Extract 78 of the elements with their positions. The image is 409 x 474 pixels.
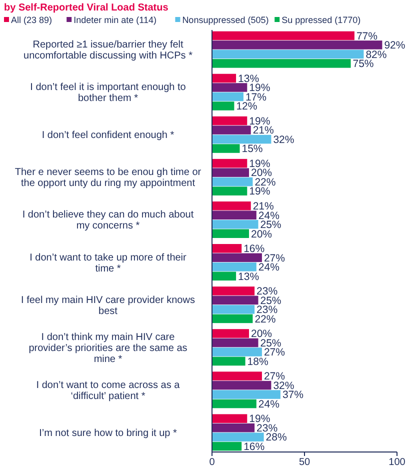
data-label: 16% xyxy=(244,440,265,453)
bar xyxy=(212,168,249,177)
data-label: 16% xyxy=(244,243,265,256)
bar xyxy=(212,220,258,229)
y-tick-label: I don’t want to take up more of their time * xyxy=(30,252,188,274)
y-tick-label: I don’t think my main HIV care provider’s priorities are the same as mine * xyxy=(28,332,188,365)
y-tick-label: I don’t believe they can do much about my concerns * xyxy=(22,210,194,232)
data-label: 32% xyxy=(273,134,294,146)
legend-label: Su ppressed (1770) xyxy=(282,15,361,26)
legend-label: All (23 89) xyxy=(11,15,52,26)
bar xyxy=(212,314,253,324)
bar xyxy=(212,253,262,262)
bar xyxy=(212,380,272,390)
bar xyxy=(212,372,262,380)
data-label: 27% xyxy=(264,252,285,264)
bar xyxy=(212,102,234,110)
bar xyxy=(212,262,256,272)
data-label: 13% xyxy=(238,72,260,85)
data-label: 13% xyxy=(238,270,260,283)
bar xyxy=(212,414,248,423)
bar xyxy=(212,31,354,40)
bar xyxy=(212,134,272,144)
bar xyxy=(212,338,258,348)
bar xyxy=(212,423,255,432)
bar xyxy=(212,210,256,220)
bar xyxy=(212,305,255,314)
text: by Self-Reported Viral Load Status xyxy=(4,2,169,14)
bar xyxy=(212,144,240,153)
x-tick-label: 100 xyxy=(388,457,406,468)
bar xyxy=(212,116,248,126)
bar xyxy=(212,390,280,399)
data-label: 75% xyxy=(352,58,374,70)
bar xyxy=(212,399,256,408)
bar xyxy=(212,92,244,102)
bar xyxy=(212,244,242,253)
bar xyxy=(212,442,242,451)
data-label: 77% xyxy=(356,30,378,42)
data-label: 19% xyxy=(249,186,270,198)
data-label: 28% xyxy=(266,432,287,444)
y-tick-label: I don’t feel confident enough * xyxy=(42,130,174,142)
y-tick-label: I don’t want to come across as a ‘difficult’ patient * xyxy=(36,380,180,402)
x-tick-label: 50 xyxy=(298,457,310,468)
data-label: 19% xyxy=(249,158,270,170)
data-label: 92% xyxy=(384,40,406,52)
bar xyxy=(212,229,249,238)
y-tick-label: I feel my main HIV care provider knows best xyxy=(21,294,195,317)
bar xyxy=(212,177,253,186)
bar xyxy=(212,74,236,83)
bar xyxy=(212,348,262,356)
y-tick-label: Reported ≥1 issue/barrier they felt uncomfortable discussing with HCPs * xyxy=(24,40,193,62)
legend-label: Indeter min ate (114) xyxy=(74,15,156,26)
bar xyxy=(212,126,251,134)
data-label: 24% xyxy=(258,262,280,274)
bar xyxy=(212,296,258,305)
bar xyxy=(212,186,248,196)
bar xyxy=(212,59,351,68)
data-label: 24% xyxy=(258,398,280,410)
bar xyxy=(212,329,249,338)
bar xyxy=(212,83,248,92)
y-tick-label: I don’t feel it is important enough to bother them * xyxy=(30,82,186,104)
y-tick-label: Ther e never seems to be enou gh time or the opport unty du ring my appointment xyxy=(14,167,202,190)
data-label: 37% xyxy=(282,389,304,402)
data-label: 82% xyxy=(366,48,387,61)
bar xyxy=(212,286,255,296)
legend-label: Nonsuppressed (505) xyxy=(182,15,269,26)
y-tick-label: I’m not sure how to bring it up * xyxy=(39,428,178,439)
data-label: 21% xyxy=(252,124,274,137)
data-label: 15% xyxy=(242,143,263,156)
bar xyxy=(212,40,382,50)
data-label: 12% xyxy=(236,100,258,113)
bar xyxy=(212,201,251,210)
bar xyxy=(212,50,364,59)
bar xyxy=(212,356,246,366)
x-tick-label: 0 xyxy=(209,457,216,468)
bar xyxy=(212,158,248,168)
bar xyxy=(212,272,236,281)
bar xyxy=(212,432,264,442)
data-label: 19% xyxy=(249,115,270,128)
